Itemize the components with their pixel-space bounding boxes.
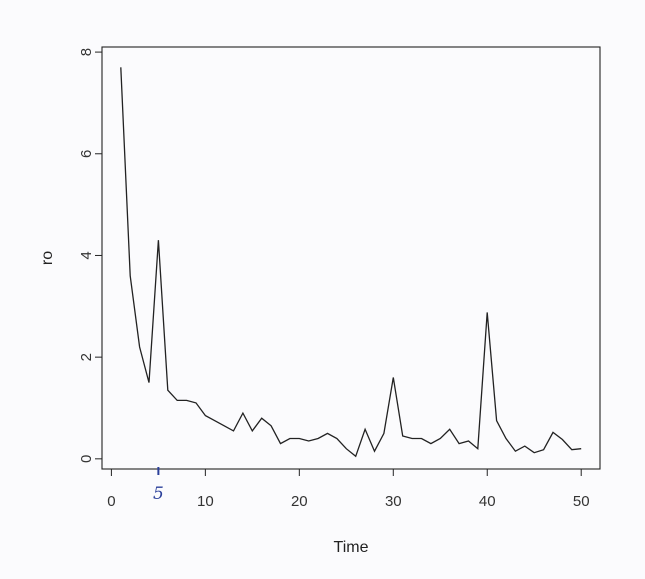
y-tick-label: 4 [78,251,95,259]
x-tick-label: 50 [573,493,590,510]
annotations: 5 [153,467,164,504]
y-tick-label: 8 [78,48,95,56]
x-axis-label: Time [334,539,369,556]
plot-frame [101,46,601,470]
x-tick-label: 30 [385,493,402,510]
y-tick-label: 2 [78,353,95,361]
annotation-label: 5 [153,484,164,504]
x-tick-label: 20 [291,493,308,510]
x-tick-label: 0 [107,493,115,510]
y-axis-label: ro [39,251,56,265]
y-axis: 0 2 4 6 8 [78,48,102,463]
x-tick-label: 40 [479,493,496,510]
x-tick-label: 10 [197,493,214,510]
y-tick-label: 0 [78,455,95,463]
y-tick-label: 6 [78,150,95,158]
series-line [120,67,582,458]
x-axis: 0 10 20 30 40 50 [107,469,590,510]
